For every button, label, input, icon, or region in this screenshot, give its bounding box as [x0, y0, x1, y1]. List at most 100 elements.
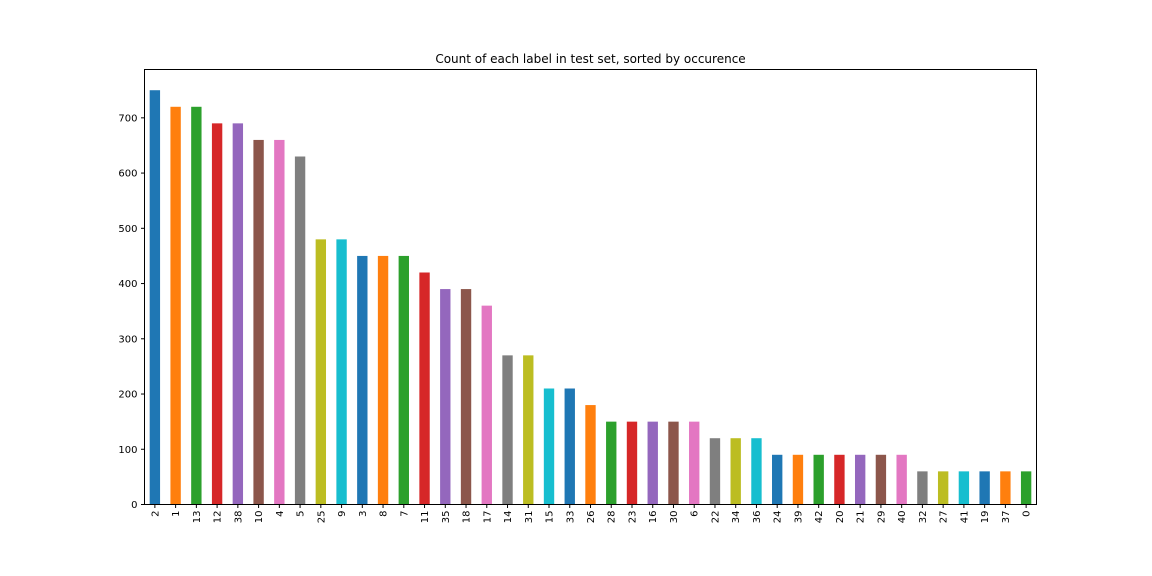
bar-label-20	[834, 454, 845, 505]
bar-label-17	[481, 305, 492, 505]
bar-label-18	[460, 289, 472, 505]
bar-label-33	[564, 388, 575, 505]
x-tick-label: 1	[171, 511, 182, 517]
bar-label-24	[772, 454, 783, 505]
bar-label-12	[211, 123, 223, 505]
x-tick-label: 36	[752, 511, 763, 524]
y-tick-label: 0	[131, 500, 137, 511]
x-tick-label: 34	[731, 511, 742, 524]
bar-label-15	[543, 388, 555, 505]
bar-label-39	[792, 454, 804, 505]
bar-label-21	[854, 454, 866, 505]
chart-title: Count of each label in test set, sorted …	[435, 52, 745, 66]
x-axis: 2 1 13 12 38 10 4 5 25 9 3 8 7 11 35 18 17 14 31 15 33 26 28 23…	[150, 504, 1033, 524]
x-tick-label: 17	[482, 511, 493, 524]
x-tick-label: 30	[669, 511, 680, 524]
x-tick-label: 33	[565, 511, 576, 524]
plot-frame	[144, 69, 1037, 505]
y-tick-label: 500	[118, 224, 137, 235]
bar-label-14	[502, 355, 513, 505]
bar-label-22	[709, 438, 721, 505]
bar-label-38	[232, 123, 244, 505]
x-tick-label: 15	[545, 511, 556, 524]
bar-label-25	[315, 239, 327, 505]
x-tick-label: 8	[379, 511, 390, 517]
x-tick-label: 4	[275, 511, 286, 517]
x-tick-label: 42	[814, 511, 825, 524]
x-tick-label: 14	[503, 511, 514, 524]
x-tick-label: 20	[835, 511, 846, 524]
x-tick-label: 25	[316, 511, 327, 524]
bars-group	[149, 90, 1032, 505]
bar-label-6	[689, 421, 700, 505]
x-tick-label: 16	[648, 511, 659, 524]
bar-label-1	[170, 106, 181, 505]
x-tick-label: 13	[192, 511, 203, 524]
x-tick-label: 5	[296, 511, 307, 517]
x-tick-label: 40	[897, 511, 908, 524]
x-tick-label: 37	[1001, 511, 1012, 524]
x-tick-label: 31	[524, 511, 535, 524]
x-tick-label: 19	[980, 511, 991, 524]
x-tick-label: 22	[710, 511, 721, 524]
bar-label-16	[647, 421, 658, 505]
bar-label-28	[606, 421, 617, 505]
y-tick-label: 100	[118, 445, 137, 456]
bar-label-27	[937, 471, 949, 505]
bar-label-13	[191, 106, 202, 505]
bar-label-36	[751, 438, 762, 505]
bar-label-11	[419, 272, 430, 505]
bar-label-31	[523, 355, 534, 505]
bar-label-7	[398, 255, 409, 505]
x-tick-label: 7	[399, 511, 410, 517]
x-tick-label: 10	[254, 511, 265, 524]
y-tick-label: 200	[118, 390, 137, 401]
x-tick-label: 2	[150, 511, 161, 517]
bar-label-5	[294, 156, 306, 505]
bar-label-34	[730, 438, 741, 505]
x-tick-label: 3	[358, 511, 369, 517]
x-tick-label: 41	[959, 511, 970, 524]
x-tick-label: 35	[441, 511, 452, 524]
bar-label-2	[149, 90, 161, 505]
x-tick-label: 29	[876, 511, 887, 524]
bar-label-0	[1020, 471, 1032, 505]
x-tick-label: 6	[690, 511, 701, 517]
y-tick-label: 700	[118, 113, 137, 124]
x-tick-label: 32	[918, 511, 929, 524]
bar-label-40	[896, 454, 907, 505]
bar-label-3	[357, 255, 368, 505]
x-tick-label: 28	[607, 511, 618, 524]
bar-label-30	[668, 421, 679, 505]
x-tick-label: 27	[939, 511, 950, 524]
y-axis: 0 100 200 300 400 500 600 700	[118, 113, 145, 511]
bar-label-9	[336, 239, 347, 505]
bar-label-29	[875, 454, 887, 505]
x-tick-label: 24	[773, 511, 784, 524]
bar-label-8	[377, 255, 389, 505]
x-tick-label: 11	[420, 511, 431, 524]
y-tick-label: 600	[118, 169, 137, 180]
x-tick-label: 39	[793, 511, 804, 524]
bar-label-41	[958, 471, 970, 505]
bar-label-23	[626, 421, 638, 505]
x-tick-label: 23	[627, 511, 638, 524]
bar-label-26	[585, 405, 596, 505]
y-tick-label: 400	[118, 279, 137, 290]
y-tick-label: 300	[118, 334, 137, 345]
bar-label-32	[917, 471, 928, 505]
x-tick-label: 26	[586, 511, 597, 524]
x-tick-label: 18	[462, 511, 473, 524]
x-tick-label: 12	[213, 511, 224, 524]
bar-label-42	[813, 454, 824, 505]
bar-label-19	[979, 471, 990, 505]
x-tick-label: 9	[337, 511, 348, 517]
bar-label-4	[274, 139, 285, 505]
bar-label-35	[440, 289, 451, 505]
bar-label-37	[1000, 471, 1011, 505]
x-tick-label: 21	[856, 511, 867, 524]
bar-label-10	[253, 139, 264, 505]
x-tick-label: 0	[1022, 511, 1033, 517]
x-tick-label: 38	[233, 511, 244, 524]
